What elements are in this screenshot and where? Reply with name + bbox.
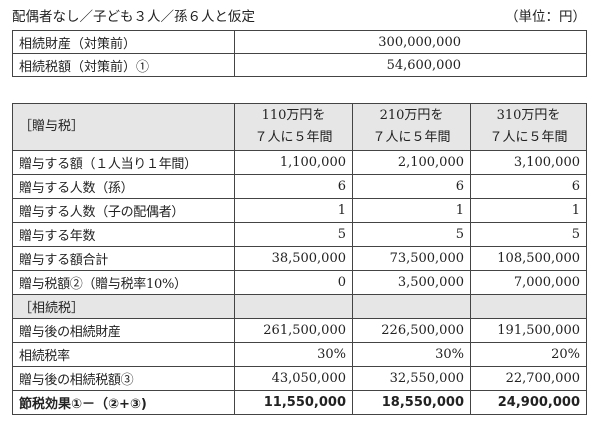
cell-value: 6 <box>234 174 353 199</box>
row-label: 相続財産（対策前） <box>12 30 235 54</box>
column-header: 210万円を ７人に５年間 <box>352 103 471 151</box>
cell-value: 6 <box>470 174 587 199</box>
table-row: 相続税率 30% 30% 20% <box>12 342 587 367</box>
cell-value: 5 <box>234 222 353 247</box>
row-label: 贈与する人数（孫） <box>12 174 235 199</box>
cell-value: 6 <box>352 174 471 199</box>
column-header-line: 310万円を <box>496 108 561 123</box>
column-header-line: ７人に５年間 <box>489 130 568 145</box>
table-row: 相続財産（対策前） 300,000,000 <box>12 30 587 54</box>
cell-value: 108,500,000 <box>470 246 587 271</box>
cell-value: 20% <box>470 342 587 367</box>
section-row: ［相続税］ <box>12 294 587 319</box>
table-row: 贈与する額合計 38,500,000 73,500,000 108,500,000 <box>12 246 587 271</box>
cell-value: 11,550,000 <box>234 390 353 415</box>
table-row: 贈与後の相続財産 261,500,000 226,500,000 191,500,00… <box>12 318 587 343</box>
table-row: 相続税額（対策前）① 54,600,000 <box>12 53 587 77</box>
empty-cell <box>234 294 353 319</box>
cell-value: 226,500,000 <box>352 318 471 343</box>
cell-value: 1 <box>470 198 587 223</box>
row-label: 相続税額（対策前）① <box>12 53 235 77</box>
column-header-line: ７人に５年間 <box>372 130 451 145</box>
table-row: 贈与する人数（子の配偶者） 1 1 1 <box>12 198 587 223</box>
row-label: 贈与する額（１人当り１年間） <box>12 150 235 175</box>
empty-cell <box>352 294 471 319</box>
cell-value: 3,100,000 <box>470 150 587 175</box>
section-label: ［贈与税］ <box>12 103 235 151</box>
column-header-line: 210万円を <box>379 108 444 123</box>
table-row: 贈与税額②（贈与税率10%） 0 3,500,000 7,000,000 <box>12 270 587 295</box>
table-row: 贈与する額（１人当り１年間） 1,100,000 2,100,000 3,100,00… <box>12 150 587 175</box>
section-label: ［相続税］ <box>12 294 235 319</box>
table-row: 贈与後の相続税額③ 43,050,000 32,550,000 22,700,000 <box>12 366 587 391</box>
summary-table: 相続財産（対策前） 300,000,000 相続税額（対策前）① 54,600,00… <box>12 30 587 77</box>
row-label: 贈与する人数（子の配偶者） <box>12 198 235 223</box>
cell-value: 30% <box>234 342 353 367</box>
cell-value: 2,100,000 <box>352 150 471 175</box>
cell-value: 18,550,000 <box>352 390 471 415</box>
column-header-line: ７人に５年間 <box>254 130 333 145</box>
cell-value: 1,100,000 <box>234 150 353 175</box>
cell-value: 1 <box>352 198 471 223</box>
row-label: 相続税率 <box>12 342 235 367</box>
row-label: 贈与する年数 <box>12 222 235 247</box>
cell-value: 0 <box>234 270 353 295</box>
gift-tax-table: ［贈与税］ 110万円を ７人に５年間 210万円を ７人に５年間 310万円を ７人… <box>12 103 587 415</box>
cell-value: 38,500,000 <box>234 246 353 271</box>
page-title: 配偶者なし／子ども３人／孫６人と仮定 <box>12 9 255 25</box>
cell-value: 1 <box>234 198 353 223</box>
cell-value: 30% <box>352 342 471 367</box>
cell-value: 191,500,000 <box>470 318 587 343</box>
table-row: 贈与する人数（孫） 6 6 6 <box>12 174 587 199</box>
cell-value: 7,000,000 <box>470 270 587 295</box>
column-header-line: 110万円を <box>261 108 326 123</box>
cell-value: 3,500,000 <box>352 270 471 295</box>
cell-value: 22,700,000 <box>470 366 587 391</box>
cell-value: 5 <box>470 222 587 247</box>
row-label: 贈与する額合計 <box>12 246 235 271</box>
cell-value: 5 <box>352 222 471 247</box>
row-value: 54,600,000 <box>234 53 587 77</box>
cell-value: 32,550,000 <box>352 366 471 391</box>
row-label: 贈与税額②（贈与税率10%） <box>12 270 235 295</box>
cell-value: 261,500,000 <box>234 318 353 343</box>
cell-value: 73,500,000 <box>352 246 471 271</box>
row-value: 300,000,000 <box>234 30 587 54</box>
row-label: 節税効果①－（②+③) <box>12 390 235 415</box>
header-row: ［贈与税］ 110万円を ７人に５年間 210万円を ７人に５年間 310万円を ７人… <box>12 103 587 151</box>
column-header: 310万円を ７人に５年間 <box>470 103 587 151</box>
table-row: 贈与する年数 5 5 5 <box>12 222 587 247</box>
row-label: 贈与後の相続財産 <box>12 318 235 343</box>
total-row: 節税効果①－（②+③) 11,550,000 18,550,000 24,900… <box>12 390 587 415</box>
row-label: 贈与後の相続税額③ <box>12 366 235 391</box>
column-header: 110万円を ７人に５年間 <box>234 103 353 151</box>
cell-value: 24,900,000 <box>470 390 587 415</box>
empty-cell <box>470 294 587 319</box>
cell-value: 43,050,000 <box>234 366 353 391</box>
unit-label: （単位：円） <box>505 9 586 25</box>
